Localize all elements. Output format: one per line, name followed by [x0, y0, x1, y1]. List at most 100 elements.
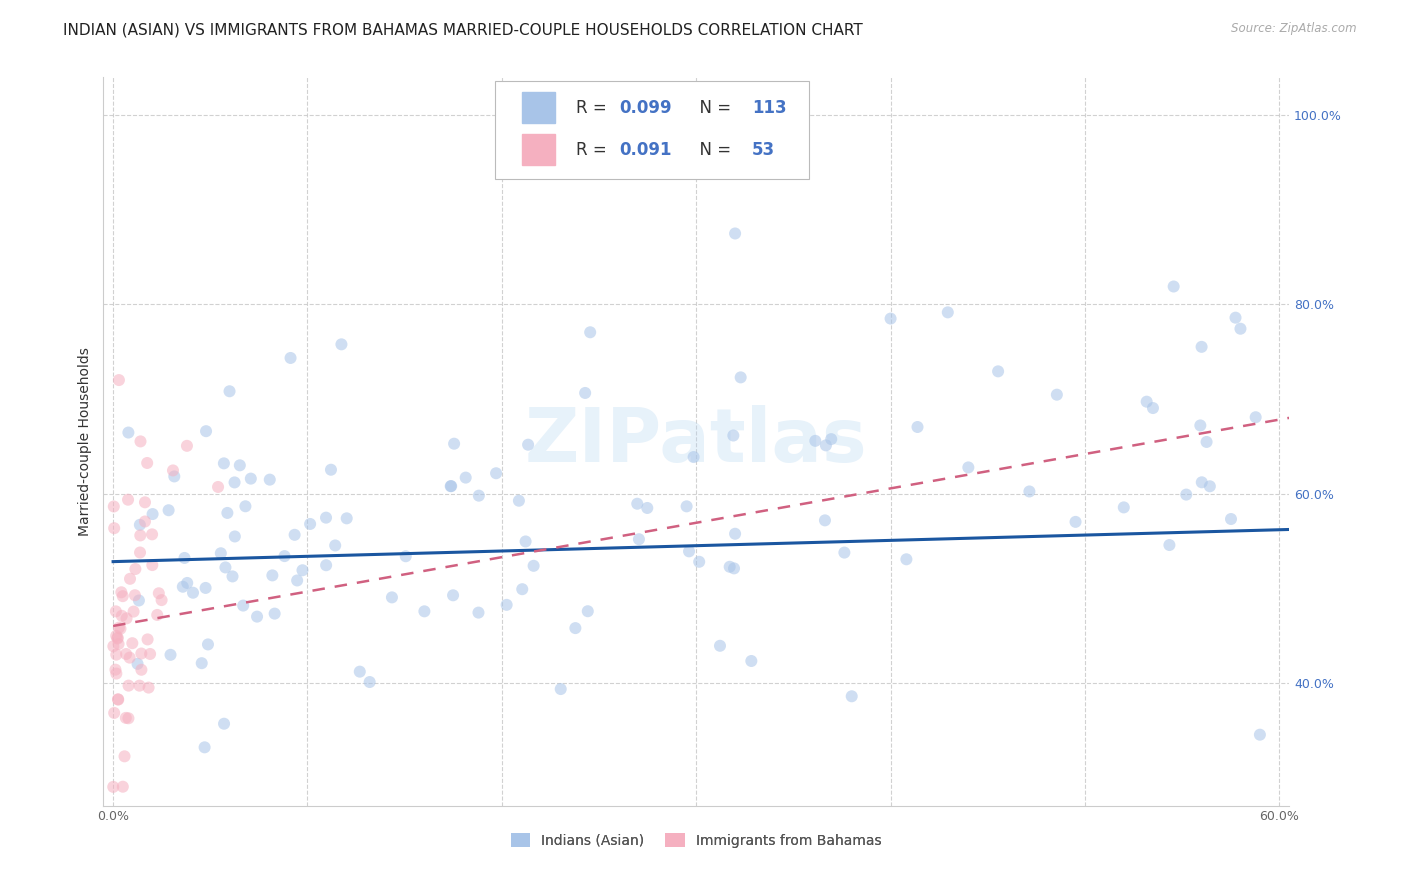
Text: N =: N = — [689, 141, 737, 159]
Point — [485, 467, 508, 481]
Point — [212, 716, 235, 731]
Point — [467, 606, 489, 620]
Point — [131, 647, 153, 661]
Point — [381, 591, 404, 605]
Point — [221, 569, 243, 583]
FancyBboxPatch shape — [495, 81, 808, 179]
Point — [315, 510, 337, 524]
Point — [319, 463, 342, 477]
Point — [1244, 410, 1267, 425]
Point — [896, 552, 918, 566]
Point — [454, 470, 477, 484]
Point — [134, 495, 156, 509]
Point — [128, 517, 150, 532]
Point — [359, 675, 381, 690]
Point — [181, 585, 204, 599]
Point — [468, 489, 491, 503]
Text: 53: 53 — [752, 141, 775, 159]
Point — [814, 438, 837, 452]
Point — [117, 492, 139, 507]
Point — [495, 598, 517, 612]
Point — [218, 384, 240, 399]
Point — [627, 533, 650, 547]
Point — [224, 529, 246, 543]
Point — [129, 528, 152, 542]
Point — [138, 681, 160, 695]
Point — [111, 780, 134, 794]
Point — [262, 568, 284, 582]
Point — [114, 749, 136, 764]
Point — [1225, 310, 1247, 325]
Point — [1018, 484, 1040, 499]
Point — [239, 472, 262, 486]
Point — [103, 780, 125, 794]
Point — [508, 493, 530, 508]
Point — [176, 576, 198, 591]
Point — [162, 463, 184, 477]
Point — [115, 611, 138, 625]
Point — [146, 607, 169, 622]
Point — [195, 424, 218, 438]
Point — [280, 351, 302, 365]
Point — [121, 636, 143, 650]
Point — [124, 562, 146, 576]
Point — [291, 563, 314, 577]
Point — [150, 593, 173, 607]
Point — [724, 227, 747, 241]
Point — [730, 370, 752, 384]
Point — [517, 438, 540, 452]
Point — [682, 450, 704, 464]
Point — [131, 663, 153, 677]
Point — [141, 558, 163, 572]
Point — [136, 632, 159, 647]
Point — [814, 513, 837, 527]
Text: R =: R = — [576, 99, 613, 117]
Point — [1220, 512, 1243, 526]
Point — [217, 506, 239, 520]
Y-axis label: Married-couple Households: Married-couple Households — [79, 347, 93, 536]
Point — [879, 311, 901, 326]
Point — [128, 679, 150, 693]
Point — [273, 549, 295, 563]
Point — [224, 475, 246, 490]
Point — [1189, 418, 1212, 433]
Point — [1195, 434, 1218, 449]
Point — [194, 740, 217, 755]
Point — [176, 439, 198, 453]
Point — [336, 511, 359, 525]
Point — [190, 656, 212, 670]
Point — [136, 456, 159, 470]
Text: R =: R = — [576, 141, 613, 159]
Point — [173, 551, 195, 566]
Point — [110, 585, 132, 599]
Point — [212, 456, 235, 470]
Point — [440, 479, 463, 493]
Point — [574, 386, 596, 401]
Point — [443, 436, 465, 450]
Point — [709, 639, 731, 653]
Point — [1198, 479, 1220, 493]
Point — [1136, 394, 1159, 409]
Point — [523, 558, 546, 573]
Point — [111, 589, 134, 603]
Point — [163, 469, 186, 483]
Point — [263, 607, 285, 621]
Point — [987, 364, 1010, 378]
Point — [107, 631, 129, 645]
Point — [229, 458, 252, 473]
Point — [107, 692, 129, 706]
Point — [141, 527, 163, 541]
Point — [1163, 279, 1185, 293]
Point — [315, 558, 337, 573]
FancyBboxPatch shape — [522, 93, 555, 123]
Point — [1249, 728, 1271, 742]
Point — [718, 559, 741, 574]
Point — [129, 545, 152, 559]
Point — [1046, 387, 1069, 401]
Text: 0.091: 0.091 — [619, 141, 672, 159]
Point — [118, 650, 141, 665]
Point — [1142, 401, 1164, 415]
Point — [1191, 340, 1213, 354]
Point — [159, 648, 181, 662]
Point — [395, 549, 418, 564]
